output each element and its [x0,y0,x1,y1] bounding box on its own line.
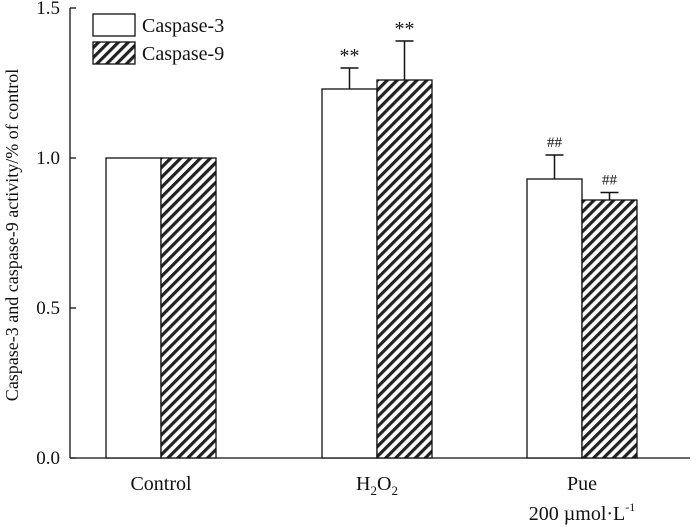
category-label-h2o2: H2O2 [356,473,398,498]
h2o2-sub-1: 2 [371,483,378,498]
y-tick-label: 0.5 [36,298,60,319]
significance-annotation: ** [340,45,360,67]
bar-caspase-9 [581,199,638,459]
h2o2-sub-2: 2 [391,483,398,498]
y-tick-label: 1.0 [36,148,60,169]
legend-label-caspase-3: Caspase-3 [142,15,224,37]
significance-annotation: ## [602,173,618,189]
bar-caspase-9 [376,79,433,459]
pue-dose-text: 200 µmol·L [529,503,626,525]
category-label-pue-line2: 200 µmol·L-1 [529,500,636,525]
bar-caspase-3 [526,178,583,459]
significance-annotation: ## [547,135,563,151]
legend-label-caspase-9: Caspase-9 [142,43,224,65]
significance-annotation: ** [395,18,415,40]
y-axis-label: Caspase-3 and caspase-9 activity/% of co… [2,69,22,401]
legend-swatch-caspase-3 [92,13,136,37]
bar-caspase-3 [105,157,162,459]
legend-swatch-caspase-9 [92,41,136,65]
y-tick-label: 0.0 [36,448,60,469]
y-tick-label: 1.5 [36,0,60,19]
h2o2-base-h: H [356,473,370,495]
bar-caspase-3 [321,88,378,459]
pue-dose-superscript: -1 [625,500,635,514]
legend: Caspase-3 Caspase-9 [92,13,224,65]
h2o2-base-o: O [377,473,391,495]
category-label-pue-line1: Pue [567,473,597,495]
category-label-control: Control [130,473,192,495]
bar-caspase-9 [160,157,217,459]
